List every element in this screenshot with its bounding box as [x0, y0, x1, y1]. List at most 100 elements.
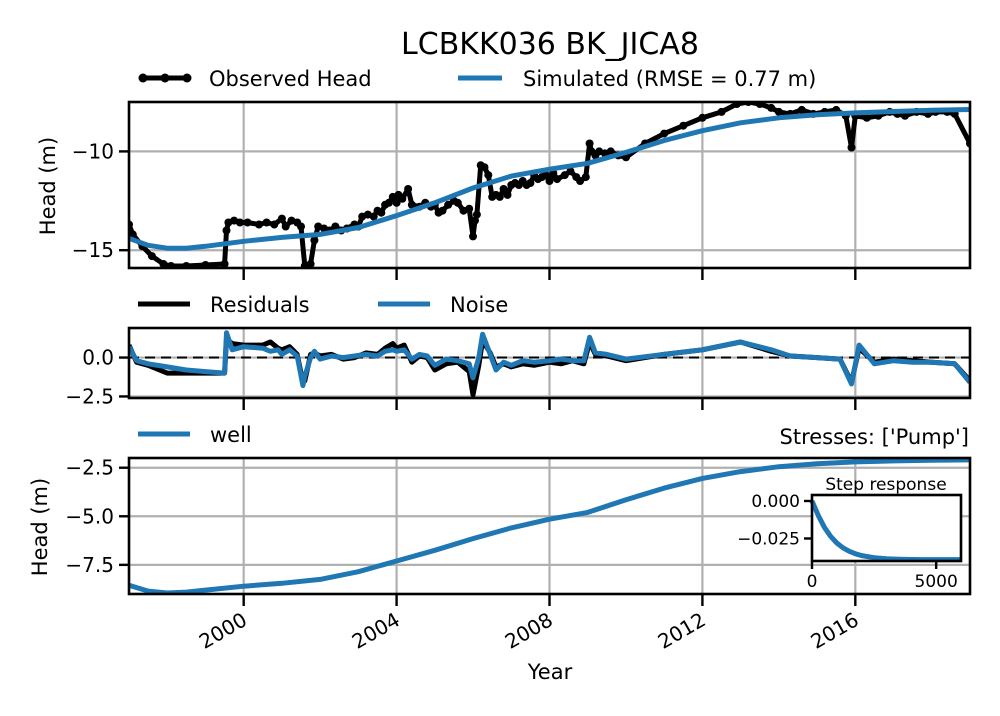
observed-point — [369, 212, 378, 221]
legend-noise-label: Noise — [450, 293, 508, 317]
observed-point — [129, 230, 137, 239]
observed-point — [566, 167, 575, 176]
observed-point — [270, 220, 279, 229]
panel-inset: 0.000 −0.025 0 5000 — [737, 492, 963, 592]
observed-point — [526, 179, 535, 187]
observed-point — [797, 105, 806, 114]
observed-point — [262, 218, 271, 227]
legend-contribution: well Stresses: ['Pump'] — [138, 423, 969, 449]
observed-point — [717, 107, 726, 116]
legend-residuals-label: Residuals — [210, 293, 310, 317]
x-tick-label-2012: 2012 — [654, 607, 710, 653]
y-tick-label: −5.0 — [65, 504, 114, 528]
observed-point — [398, 194, 407, 203]
observed-point — [222, 226, 231, 235]
legend-simulated-label: Simulated (RMSE = 0.77 m) — [523, 67, 816, 91]
series-noise — [129, 330, 970, 389]
observed-point — [444, 200, 453, 209]
observed-point — [438, 206, 447, 215]
inset-x-tick-label: 5000 — [915, 572, 958, 592]
observed-point — [220, 260, 229, 268]
y-tick-label: −10 — [72, 139, 114, 163]
x-tick-labels: 2000 2004 2008 2012 2016 — [195, 607, 863, 653]
observed-point — [472, 210, 481, 219]
observed-point — [392, 198, 401, 207]
observed-point — [732, 102, 741, 108]
inset-y-tick-label: 0.000 — [751, 492, 800, 512]
inset-frame — [810, 493, 963, 563]
y-tick-label: −7.5 — [65, 553, 114, 577]
observed-point — [235, 218, 244, 227]
x-tick-label-2000: 2000 — [195, 607, 251, 653]
observed-point — [159, 260, 168, 268]
observed-point — [698, 113, 707, 122]
y-tick-label: −15 — [72, 238, 114, 262]
ylabel-head: Head (m) — [36, 137, 60, 235]
inset-background — [812, 495, 961, 561]
observed-point — [862, 113, 871, 122]
observed-point — [465, 204, 474, 213]
observed-point — [377, 208, 386, 217]
inset-y-tick-label: −0.025 — [737, 530, 800, 550]
observed-point — [255, 220, 263, 229]
x-tick-label-2008: 2008 — [501, 607, 557, 653]
legend-residuals: Residuals Noise — [138, 293, 508, 317]
x-tick-label-2016: 2016 — [807, 607, 863, 653]
observed-point — [774, 107, 783, 116]
observed-point — [384, 198, 393, 207]
observed-point — [471, 216, 479, 225]
y-tick-label: −2.5 — [65, 384, 114, 408]
series-simulated-rmse-0-77-m — [129, 107, 970, 251]
observed-point — [901, 111, 909, 120]
observed-point — [407, 200, 416, 209]
observed-point — [243, 218, 252, 227]
observed-point — [480, 163, 489, 172]
observed-point — [469, 232, 477, 241]
stresses-annotation: Stresses: ['Pump'] — [780, 425, 969, 449]
observed-point — [767, 103, 776, 112]
observed-point — [306, 260, 315, 268]
panel-residuals: 0.0 −2.5 — [65, 326, 972, 410]
observed-point — [310, 236, 319, 245]
observed-point — [606, 147, 615, 156]
observed-point — [484, 171, 493, 180]
x-tick-label-2004: 2004 — [348, 607, 404, 653]
observed-point — [297, 222, 305, 231]
observed-point — [847, 143, 856, 152]
observed-point — [147, 252, 156, 261]
inset-step-line — [809, 500, 961, 563]
observed-point — [201, 261, 210, 268]
panel-head: −10 −15 — [72, 100, 972, 280]
inset-title: Step response — [825, 475, 946, 495]
series-well — [129, 458, 970, 594]
observed-point — [585, 139, 594, 148]
observed-point — [495, 192, 504, 201]
legend-head: Observed Head Simulated (RMSE = 0.77 m) — [138, 67, 816, 91]
observed-point — [281, 222, 290, 231]
legend-observed-label: Observed Head — [209, 67, 372, 91]
observed-point — [660, 129, 669, 138]
observed-point — [503, 190, 512, 199]
observed-point — [553, 175, 562, 184]
legend-well-label: well — [210, 423, 252, 447]
y-tick-label: −2.5 — [65, 456, 114, 480]
observed-point — [679, 121, 688, 130]
observed-point — [755, 102, 764, 108]
observed-point — [581, 173, 590, 182]
observed-point — [453, 198, 462, 207]
observed-point — [404, 185, 413, 193]
observed-point — [499, 185, 508, 193]
observed-point — [331, 222, 340, 231]
observed-point — [560, 171, 569, 180]
observed-point — [167, 262, 175, 268]
observed-point — [576, 177, 585, 185]
ylabel-contribution: Head (m) — [28, 478, 52, 576]
observed-point — [277, 214, 286, 223]
observed-point — [182, 262, 191, 268]
xlabel: Year — [527, 660, 573, 684]
y-tick-label: 0.0 — [82, 346, 114, 370]
inset-x-tick-label: 0 — [807, 572, 818, 592]
observed-point — [541, 171, 550, 180]
observed-point — [545, 177, 554, 185]
